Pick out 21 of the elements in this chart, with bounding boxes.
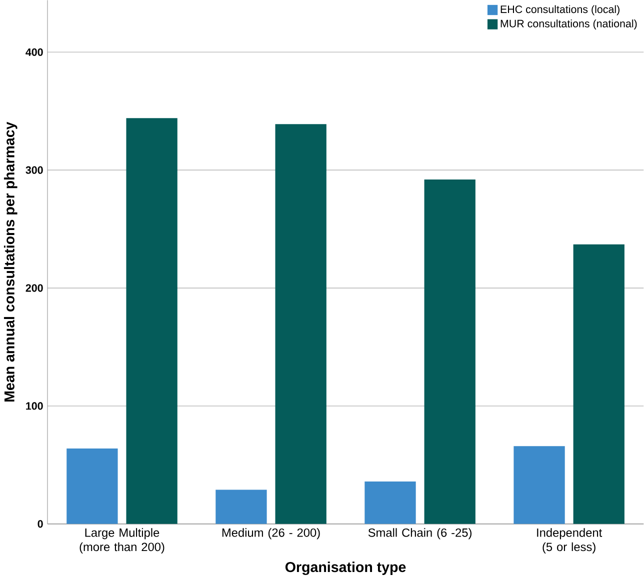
y-tick-label: 100	[26, 402, 43, 410]
bar	[424, 180, 476, 524]
bar	[126, 118, 178, 524]
legend-label: EHC consultations (local)	[500, 5, 620, 16]
bar	[364, 481, 416, 524]
x-tick-label: Large Multiple (more than 200)	[80, 528, 164, 554]
legend-label: MUR consultations (national)	[500, 20, 637, 30]
bar	[514, 446, 565, 524]
x-tick-label: Small Chain (6 -25)	[368, 528, 472, 540]
y-tick-label: 200	[26, 284, 43, 292]
bar	[275, 124, 326, 524]
x-axis-title: Organisation type	[285, 562, 406, 576]
bar	[573, 244, 624, 524]
y-tick-label: 400	[26, 48, 43, 56]
y-axis-title: Mean annual consultations per pharmacy	[4, 122, 18, 402]
bar	[216, 490, 267, 524]
x-tick-label: Independent (5 or less)	[537, 528, 602, 554]
y-tick-label: 0	[38, 520, 43, 528]
bar	[66, 448, 118, 524]
y-tick-label: 300	[26, 166, 43, 174]
x-tick-label: Medium (26 - 200)	[222, 528, 320, 540]
